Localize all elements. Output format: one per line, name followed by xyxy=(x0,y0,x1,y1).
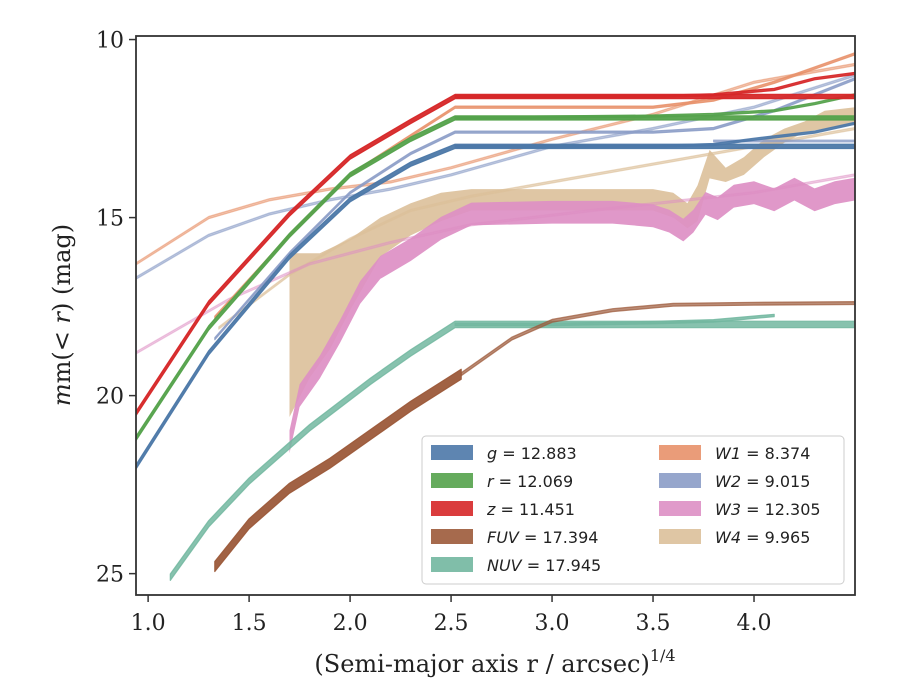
band-w3 xyxy=(289,177,855,454)
legend-swatch xyxy=(659,529,701,544)
x-tick-label: 1.0 xyxy=(131,611,166,636)
y-tick-label: 10 xyxy=(96,29,124,54)
legend-item-g: g = 12.883 xyxy=(431,444,577,463)
curve-r-0 xyxy=(136,115,855,442)
curve-w3-0 xyxy=(136,173,855,355)
curve-z-0 xyxy=(136,93,855,417)
series-nuv xyxy=(169,313,855,581)
legend-swatch xyxy=(431,557,473,572)
legend-label: W1 = 8.374 xyxy=(715,444,810,463)
legend-swatch xyxy=(431,473,473,488)
legend-item-z: z = 11.451 xyxy=(431,500,575,519)
legend-item-w3: W3 = 12.305 xyxy=(659,500,821,519)
band-w4 xyxy=(289,107,855,417)
x-tick-label: 4.0 xyxy=(737,611,772,636)
curve-w1-0 xyxy=(136,62,855,266)
legend-label: W4 = 9.965 xyxy=(715,528,810,547)
legend-swatch xyxy=(659,501,701,516)
legend-label: FUV = 17.394 xyxy=(487,528,598,547)
legend-swatch xyxy=(431,529,473,544)
legend-item-w2: W2 = 9.015 xyxy=(659,472,810,491)
x-tick-label: 3.0 xyxy=(535,611,570,636)
curve-r-1 xyxy=(454,93,855,120)
legend-label: g = 12.883 xyxy=(487,444,577,463)
legend-swatch xyxy=(431,445,473,460)
legend-label: r = 12.069 xyxy=(487,472,573,491)
legend-swatch xyxy=(431,501,473,516)
x-tick-label: 3.5 xyxy=(636,611,671,636)
curve-fuv-0 xyxy=(214,368,462,573)
plot-area xyxy=(136,52,855,581)
y-tick-label: 15 xyxy=(96,207,124,232)
x-tick-label: 2.0 xyxy=(333,611,368,636)
legend-item-r: r = 12.069 xyxy=(431,472,573,491)
x-tick-label: 1.5 xyxy=(232,611,267,636)
curve-w4-0 xyxy=(218,126,855,330)
axis-ticks: 1.0 1.5 2.0 2.5 3.0 3.5 4.0 10 15 20 25 xyxy=(96,29,772,636)
curve-w2-1 xyxy=(214,77,855,341)
series-g xyxy=(136,121,855,470)
legend-item-w4: W4 = 9.965 xyxy=(659,528,810,547)
plot-frame xyxy=(135,35,856,596)
legend-label: NUV = 17.945 xyxy=(487,556,601,575)
curve-w2-0 xyxy=(136,73,855,280)
legend-item-fuv: FUV = 17.394 xyxy=(431,528,598,547)
legend: g = 12.883 r = 12.069 z = 11.451 FUV = 17.3… xyxy=(421,435,845,585)
y-tick-label: 20 xyxy=(96,385,124,410)
series-w3 xyxy=(136,173,855,454)
legend-label: z = 11.451 xyxy=(486,500,575,519)
x-axis-label: (Semi-major axis r / arcsec)1/4 xyxy=(314,646,675,678)
series-z xyxy=(136,71,855,417)
curve-g-0 xyxy=(136,143,855,470)
curve-nuv-0 xyxy=(169,320,855,581)
legend-swatch xyxy=(659,473,701,488)
y-axis-label: mm(< r) (mag) xyxy=(48,224,76,406)
legend-box xyxy=(421,435,845,585)
legend-item-nuv: NUV = 17.945 xyxy=(431,556,601,575)
x-axis-label-exponent: 1/4 xyxy=(650,646,676,665)
x-tick-label: 2.5 xyxy=(434,611,469,636)
curve-g-1 xyxy=(454,121,855,148)
legend-swatch xyxy=(659,445,701,460)
y-tick-label: 25 xyxy=(96,563,124,588)
curve-z-1 xyxy=(454,71,855,99)
curve-fuv-1 xyxy=(460,301,855,377)
legend-label: W2 = 9.015 xyxy=(715,472,810,491)
legend-item-w1: W1 = 8.374 xyxy=(659,444,810,463)
series-r xyxy=(136,93,855,442)
series-fuv xyxy=(214,301,855,573)
series-w4 xyxy=(218,107,855,417)
curve-nuv-1 xyxy=(454,313,775,327)
legend-label: W3 = 12.305 xyxy=(715,500,821,519)
